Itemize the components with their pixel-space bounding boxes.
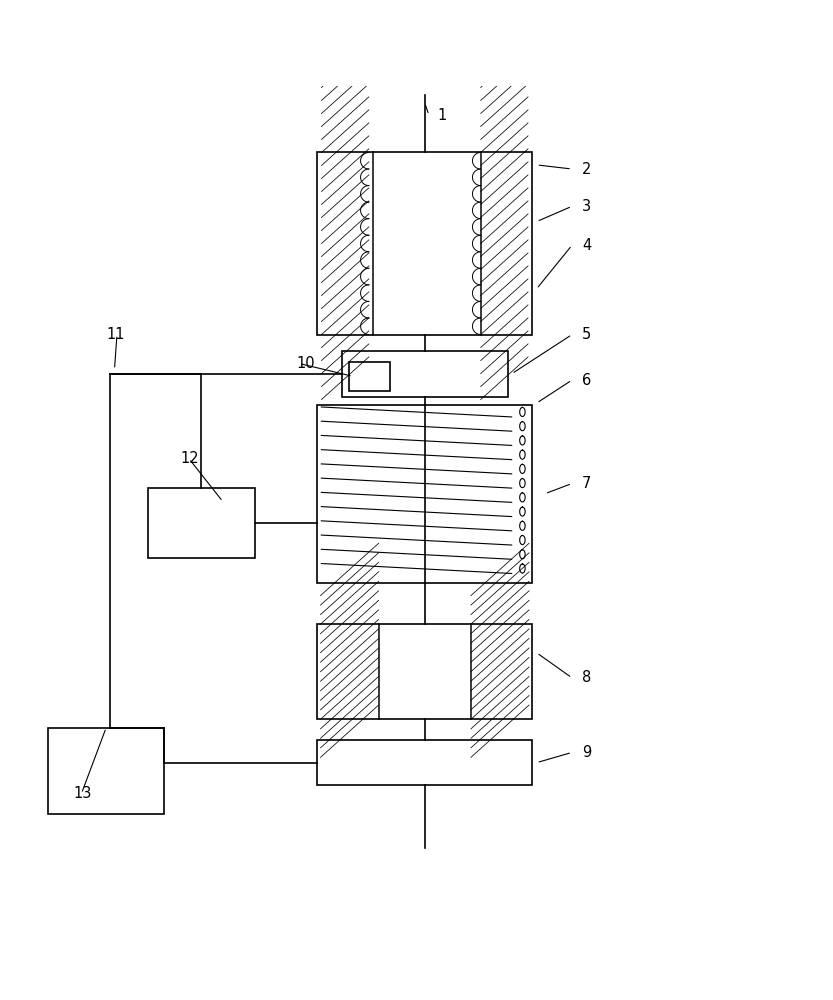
Text: 13: 13 xyxy=(73,786,92,801)
Text: 8: 8 xyxy=(582,670,591,685)
Bar xyxy=(342,351,507,397)
Text: 6: 6 xyxy=(582,373,591,388)
Bar xyxy=(48,728,164,814)
Text: 10: 10 xyxy=(297,356,315,371)
Bar xyxy=(317,405,532,583)
Text: 4: 4 xyxy=(582,238,591,253)
Bar xyxy=(317,152,532,335)
Text: 3: 3 xyxy=(582,199,591,214)
Text: 2: 2 xyxy=(582,162,591,177)
Text: 12: 12 xyxy=(181,451,199,466)
Text: 11: 11 xyxy=(107,327,125,342)
Bar xyxy=(317,740,532,785)
Bar xyxy=(349,362,390,391)
Text: 1: 1 xyxy=(437,108,446,123)
Bar xyxy=(317,624,532,719)
Bar xyxy=(147,488,255,558)
Text: 9: 9 xyxy=(582,745,591,760)
Text: 7: 7 xyxy=(582,476,591,491)
Text: 5: 5 xyxy=(582,327,591,342)
